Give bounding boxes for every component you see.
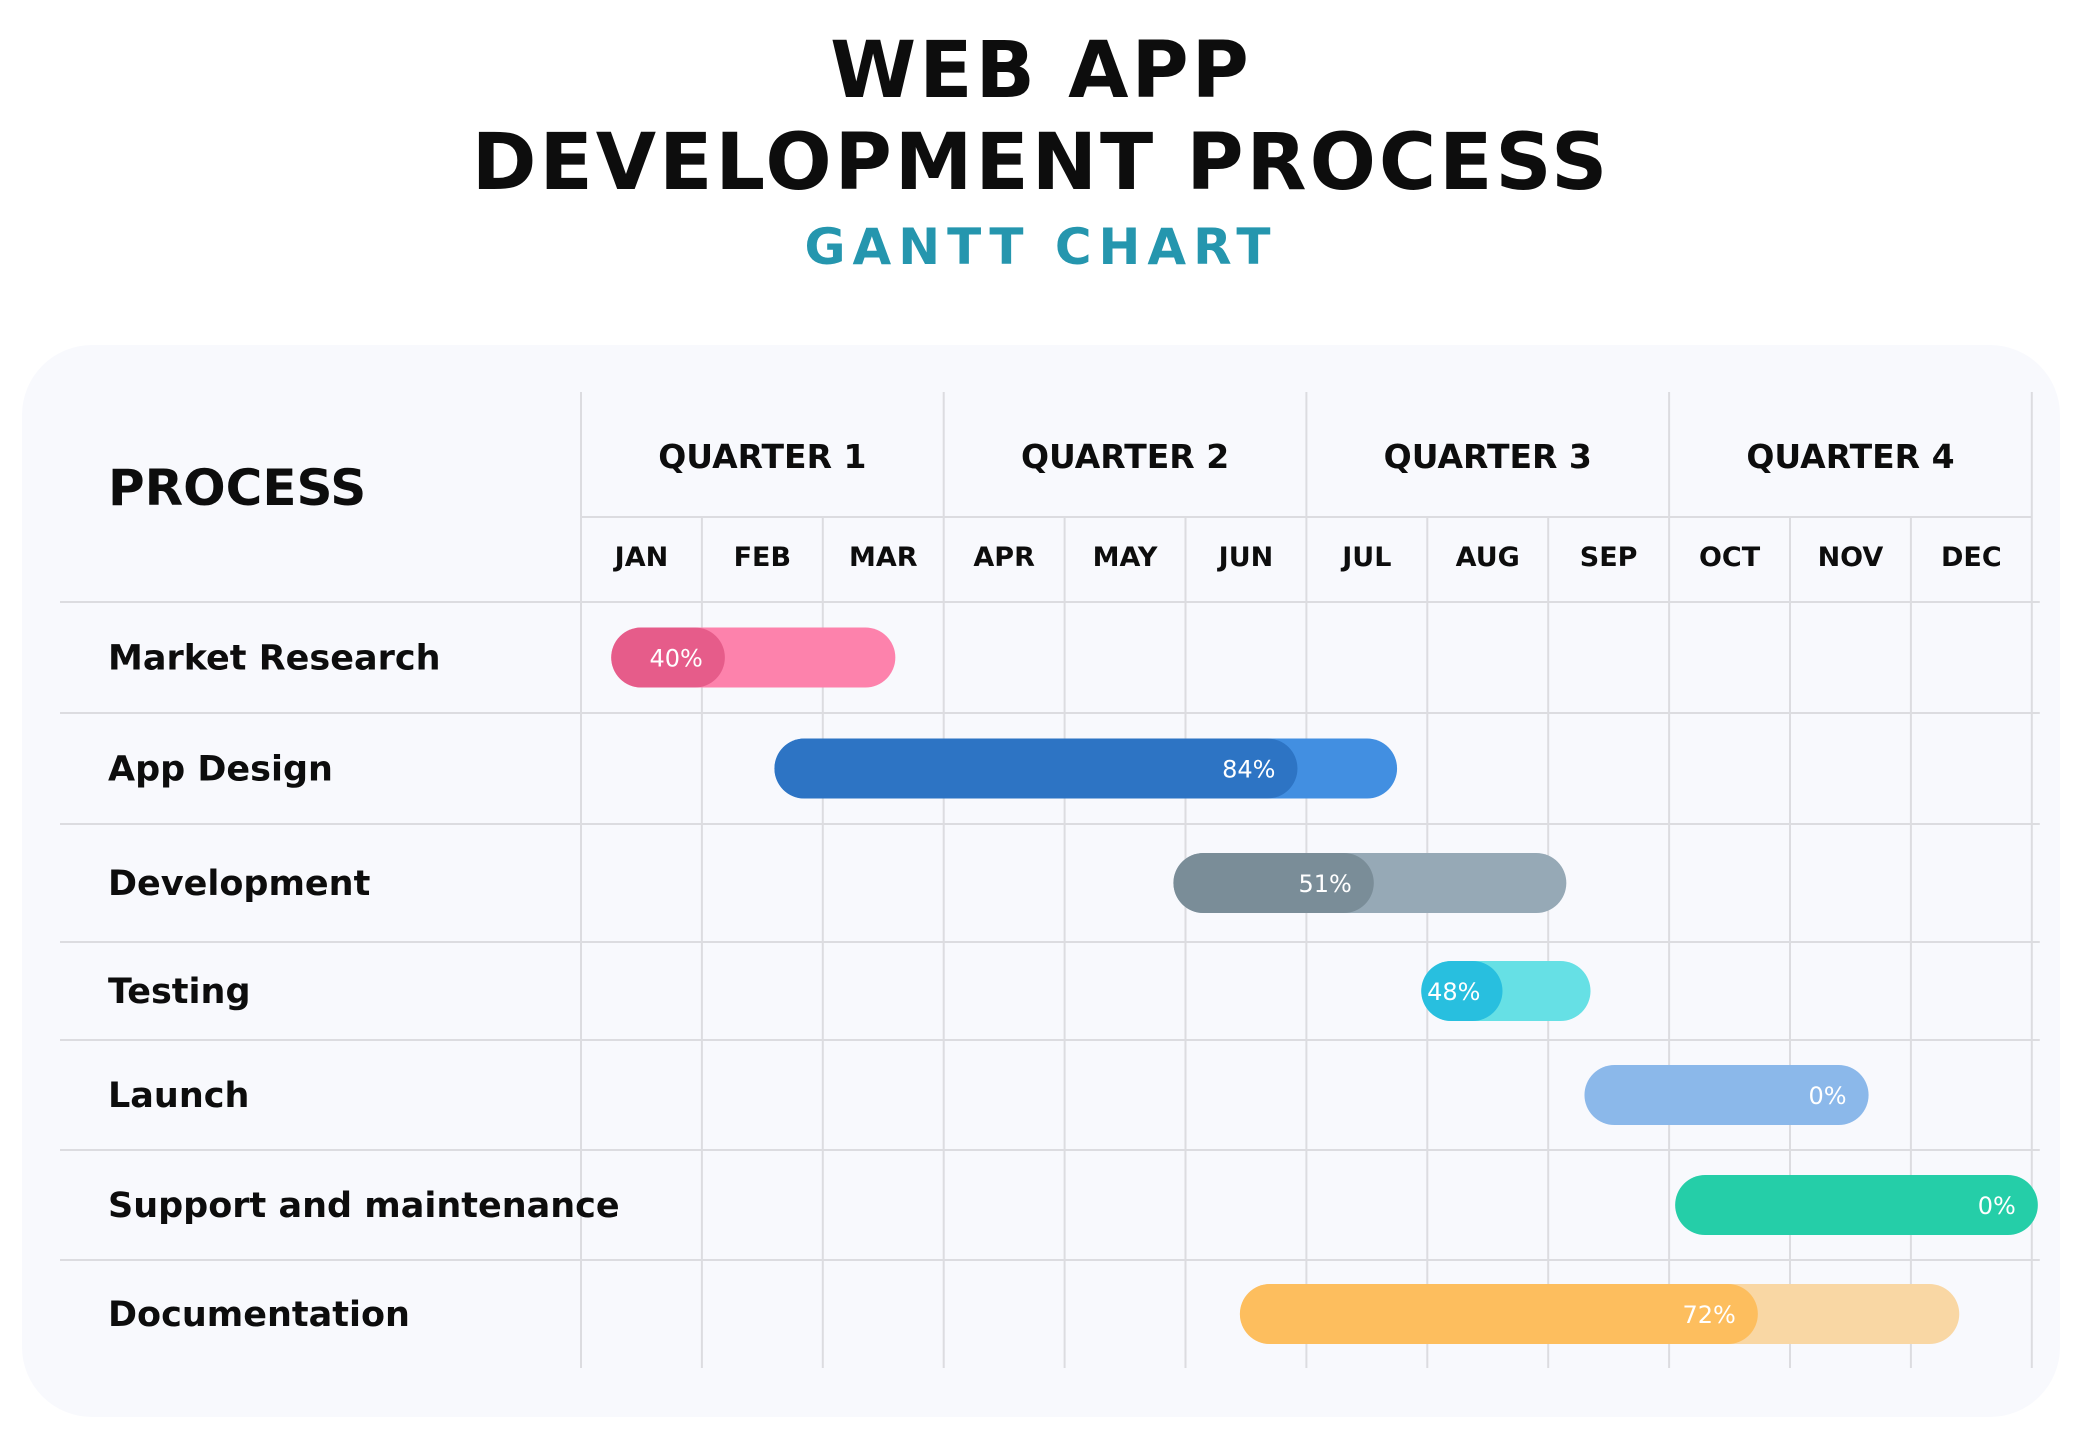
task-bar-track <box>1675 1175 2038 1235</box>
task-progress-label: 0% <box>1978 1192 2016 1220</box>
chart-subtitle: GANTT CHART <box>804 218 1278 276</box>
task-bars: 40% 84% 51% 48% 0% 0% 72% <box>611 627 2038 1344</box>
task-progress-label: 51% <box>1298 870 1351 898</box>
month-header: JUN <box>1217 542 1274 573</box>
month-header: DEC <box>1941 542 2002 573</box>
month-header: MAR <box>849 542 918 573</box>
month-header: FEB <box>734 542 791 573</box>
quarter-header: QUARTER 3 <box>1384 437 1592 476</box>
task-bar-track <box>1584 1065 1869 1125</box>
task-label: App Design <box>108 750 333 790</box>
quarter-header: QUARTER 4 <box>1746 437 1954 476</box>
chart-title-line-1: WEB APP <box>830 26 1252 116</box>
gantt-panel <box>22 345 2060 1417</box>
task-progress-label: 72% <box>1682 1301 1735 1329</box>
task-label: Development <box>108 864 370 904</box>
task-progress-label: 84% <box>1222 756 1275 784</box>
task-bar: 0% <box>1675 1175 2038 1235</box>
month-header: SEP <box>1580 542 1638 573</box>
month-header: AUG <box>1456 542 1520 573</box>
task-progress-label: 48% <box>1427 978 1480 1006</box>
task-bar: 40% <box>611 627 896 688</box>
task-bar: 51% <box>1173 853 1567 913</box>
quarter-headers: QUARTER 1 QUARTER 2 QUARTER 3 QUARTER 4 <box>658 437 1954 476</box>
quarter-header: QUARTER 2 <box>1021 437 1229 476</box>
month-header: APR <box>973 542 1035 573</box>
month-header: JAN <box>613 542 669 573</box>
month-header: JUL <box>1340 542 1391 573</box>
task-bar: 84% <box>774 738 1398 799</box>
task-bar: 72% <box>1239 1284 1960 1344</box>
task-label: Support and maintenance <box>108 1186 620 1226</box>
task-label: Testing <box>108 972 251 1012</box>
month-headers: JAN FEB MAR APR MAY JUN JUL AUG SEP OCT NOV DEC <box>613 542 2002 573</box>
task-bar: 48% <box>1421 961 1591 1021</box>
chart-title-line-2: DEVELOPMENT PROCESS <box>471 118 1611 208</box>
task-label: Market Research <box>108 639 441 679</box>
task-bar: 0% <box>1584 1065 1869 1125</box>
month-header: NOV <box>1818 542 1884 573</box>
process-column-header: PROCESS <box>108 459 366 517</box>
task-label: Documentation <box>108 1295 410 1335</box>
task-progress-label: 0% <box>1809 1082 1847 1110</box>
task-bar-progress <box>1173 853 1374 913</box>
month-header: MAY <box>1093 542 1158 573</box>
task-progress-label: 40% <box>650 645 703 673</box>
task-bar-progress <box>774 738 1298 799</box>
task-label: Launch <box>108 1076 249 1116</box>
month-header: OCT <box>1699 542 1761 573</box>
task-bar-progress <box>1421 961 1503 1021</box>
task-labels: Market Research App Design Development Test… <box>108 639 620 1336</box>
task-bar-progress <box>1239 1284 1758 1344</box>
task-bar-progress <box>611 627 725 688</box>
quarter-header: QUARTER 1 <box>658 437 866 476</box>
